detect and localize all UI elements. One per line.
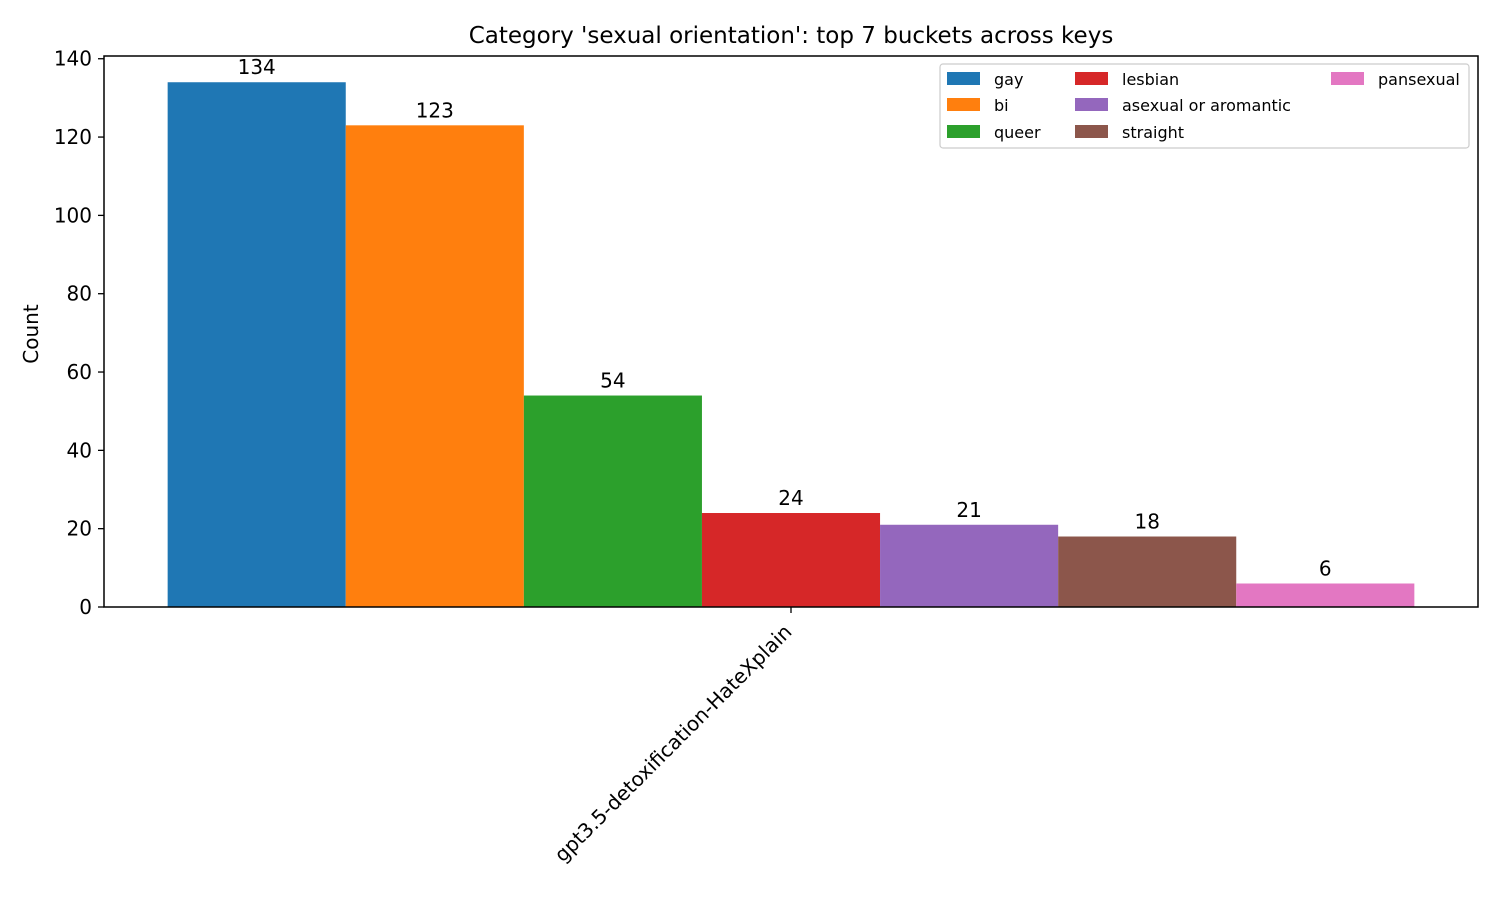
x-tick-label: gpt3.5-detoxification-HateXplain: [549, 620, 796, 867]
bar-value-label-asexual-or-aromantic: 21: [956, 498, 981, 522]
plot-area-frame: [103, 55, 1479, 608]
legend-swatch-asexual-or-aromantic: [1075, 98, 1108, 111]
bar-value-label-bi: 123: [416, 98, 454, 122]
y-tick-label: 0: [79, 595, 92, 619]
legend-swatch-lesbian: [1075, 72, 1108, 85]
y-tick-label: 20: [67, 517, 92, 541]
bar-labels-group: 134 123 54 24 21 18 6: [238, 55, 1332, 580]
legend-label-gay: gay: [994, 70, 1023, 89]
legend-swatch-pansexual: [1331, 72, 1364, 85]
bar-asexual-or-aromantic: [880, 524, 1059, 607]
legend-label-asexual-or-aromantic: asexual or aromantic: [1122, 96, 1291, 115]
legend-label-bi: bi: [994, 96, 1009, 115]
y-tick-label: 80: [67, 282, 92, 306]
bar-straight: [1058, 536, 1237, 607]
legend-label-lesbian: lesbian: [1122, 70, 1179, 89]
bar-queer: [523, 395, 702, 607]
legend: gay bi queer lesbian asexual or aromantic str…: [939, 63, 1470, 149]
legend-swatch-bi: [947, 98, 980, 111]
y-tick-label: 40: [67, 438, 92, 462]
bar-value-label-straight: 18: [1134, 510, 1159, 534]
legend-swatch-gay: [947, 72, 980, 85]
x-axis-ticks: gpt3.5-detoxification-HateXplain: [549, 607, 797, 867]
bar-lesbian: [701, 513, 881, 607]
y-axis-ticks: 0 20 40 60 80 100 120 140: [54, 47, 104, 619]
y-tick-label: 100: [54, 203, 92, 227]
legend-swatch-straight: [1075, 125, 1108, 138]
bar-value-label-queer: 54: [600, 369, 625, 393]
y-tick-label: 140: [54, 47, 92, 71]
legend-label-queer: queer: [994, 123, 1041, 142]
bar-value-label-pansexual: 6: [1319, 557, 1332, 581]
legend-label-straight: straight: [1122, 123, 1184, 142]
bar-bi: [345, 125, 524, 608]
y-tick-label: 60: [67, 360, 92, 384]
bar-pansexual: [1236, 583, 1415, 607]
bars-group: [167, 82, 1415, 608]
legend-label-pansexual: pansexual: [1378, 70, 1460, 89]
chart-title: Category 'sexual orientation': top 7 buc…: [469, 23, 1114, 49]
bar-gay: [167, 82, 346, 607]
bar-value-label-gay: 134: [238, 55, 276, 79]
y-axis-label: Count: [19, 304, 43, 364]
y-tick-label: 120: [54, 125, 92, 149]
bar-value-label-lesbian: 24: [778, 486, 803, 510]
legend-swatch-queer: [947, 125, 980, 138]
